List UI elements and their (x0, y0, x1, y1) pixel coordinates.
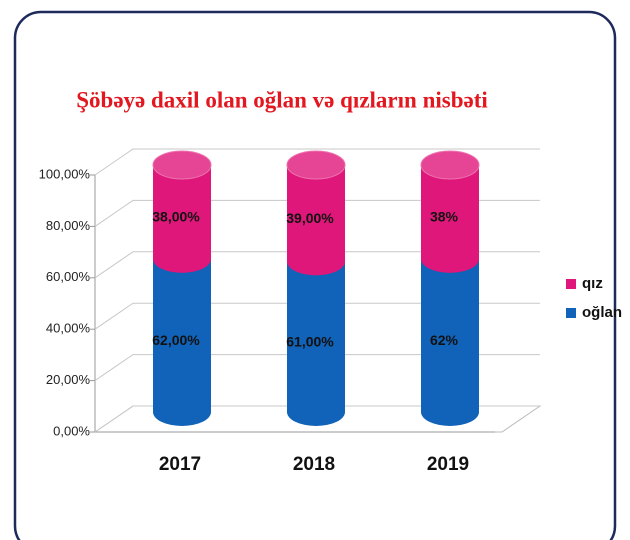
y-tick-label: 80,00% (46, 218, 91, 233)
cylinder-segment (421, 258, 479, 426)
y-tick-label: 100,00% (39, 166, 91, 181)
cylinder-body (153, 258, 211, 426)
x-tick-label: 2019 (427, 454, 469, 475)
y-tick-label: 60,00% (46, 269, 91, 284)
y-tick-label: 0,00% (53, 423, 90, 438)
value-label: 39,00% (286, 210, 334, 226)
x-tick-label: 2018 (293, 454, 335, 475)
grid-line (94, 251, 540, 279)
cylinder-segment (420, 150, 480, 273)
cylinder-segment (287, 261, 345, 426)
y-tick-label: 20,00% (46, 372, 91, 387)
grid-line (94, 354, 540, 382)
value-label: 38% (430, 209, 459, 225)
grid-line (94, 405, 540, 433)
value-label: 62,00% (152, 332, 200, 348)
grid-line (94, 199, 540, 227)
legend-label: qız (582, 275, 603, 292)
legend-swatch (566, 308, 576, 318)
value-label: 38,00% (152, 209, 200, 225)
grid-line (94, 148, 540, 176)
chart-title: Şöbəyə daxil olan oğlan və qızların nisb… (76, 87, 488, 112)
cylinder-body (287, 261, 345, 426)
cylinder-body (421, 258, 479, 426)
cylinder-segment (286, 150, 346, 276)
grid-line (94, 302, 540, 330)
cylinder-body (153, 165, 211, 273)
cylinder-top (152, 150, 212, 180)
cylinder-body (421, 165, 479, 273)
cylinder-segment (153, 258, 211, 426)
cylinder-top (420, 150, 480, 180)
y-tick-label: 40,00% (46, 321, 91, 336)
cylinder-segment (152, 150, 212, 273)
value-label: 62% (430, 332, 459, 348)
cylinder-body (287, 165, 345, 276)
frame (13, 10, 617, 540)
value-label: 61,00% (286, 333, 334, 349)
legend-swatch (566, 279, 576, 289)
x-tick-label: 2017 (159, 454, 201, 475)
cylinder-top (286, 150, 346, 180)
legend-label: oğlan (582, 304, 622, 321)
